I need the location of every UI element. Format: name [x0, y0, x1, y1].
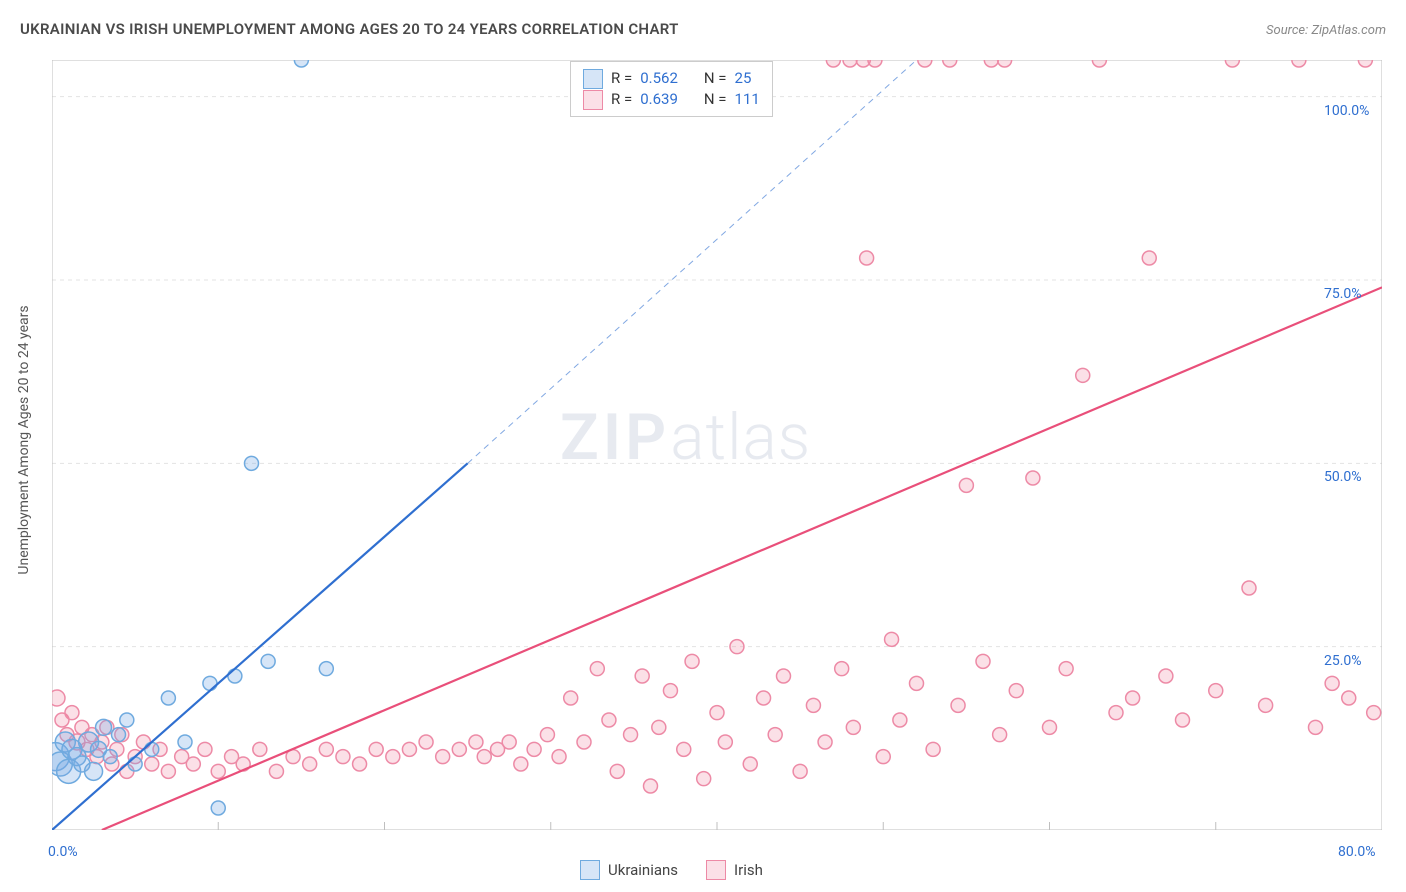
- swatch-ukrainians: [580, 860, 600, 880]
- swatch-irish: [583, 90, 603, 110]
- r-value-irish: 0.639: [640, 89, 678, 110]
- r-value-ukrainians: 0.562: [640, 68, 678, 89]
- legend: Ukrainians Irish: [580, 860, 763, 880]
- n-label: N =: [704, 68, 727, 89]
- axis-tick-label: 25.0%: [1324, 653, 1362, 669]
- axis-tick-label: 0.0%: [48, 844, 78, 860]
- axis-tick-label: 50.0%: [1324, 469, 1362, 485]
- legend-label-irish: Irish: [734, 861, 763, 879]
- axis-tick-label: 75.0%: [1324, 286, 1362, 302]
- axis-tick-label: 80.0%: [1338, 844, 1376, 860]
- source-name: ZipAtlas.com: [1311, 23, 1386, 38]
- chart-title: UKRAINIAN VS IRISH UNEMPLOYMENT AMONG AG…: [20, 20, 679, 38]
- legend-item-ukrainians: Ukrainians: [580, 860, 678, 880]
- n-value-ukrainians: 25: [735, 68, 752, 89]
- source-prefix: Source:: [1266, 23, 1311, 38]
- correlation-stats-box: R = 0.562 N = 25 R = 0.639 N = 111: [570, 61, 773, 117]
- r-label: R =: [611, 68, 632, 89]
- source-attribution: Source: ZipAtlas.com: [1266, 23, 1386, 38]
- scatter-plot: [52, 60, 1382, 830]
- swatch-irish: [706, 860, 726, 880]
- n-label: N =: [704, 89, 727, 110]
- stats-row-ukrainians: R = 0.562 N = 25: [583, 68, 760, 89]
- axis-tick-label: 100.0%: [1324, 103, 1369, 119]
- stats-row-irish: R = 0.639 N = 111: [583, 89, 760, 110]
- y-axis-label: Unemployment Among Ages 20 to 24 years: [16, 305, 32, 574]
- r-label: R =: [611, 89, 632, 110]
- legend-item-irish: Irish: [706, 860, 763, 880]
- legend-label-ukrainians: Ukrainians: [608, 861, 678, 879]
- chart-header: UKRAINIAN VS IRISH UNEMPLOYMENT AMONG AG…: [20, 20, 1386, 38]
- n-value-irish: 111: [735, 89, 760, 110]
- swatch-ukrainians: [583, 69, 603, 89]
